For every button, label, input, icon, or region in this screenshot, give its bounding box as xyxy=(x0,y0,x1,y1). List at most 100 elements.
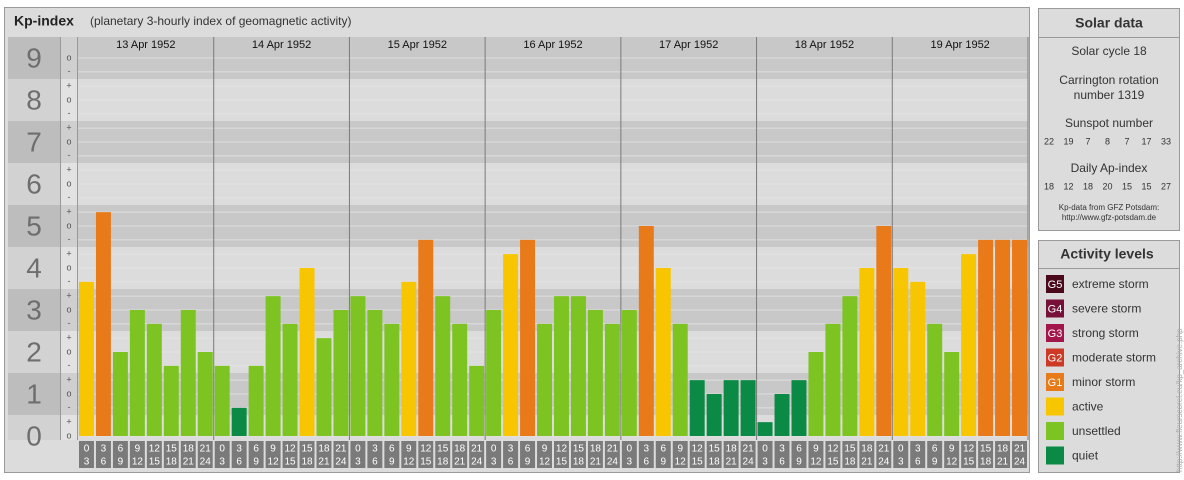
hour-label: 3 xyxy=(508,444,514,455)
bar xyxy=(638,226,654,436)
minor-tick-label: + xyxy=(66,81,71,91)
hour-label: 6 xyxy=(796,444,802,455)
hour-box xyxy=(825,441,841,468)
legend-code: G5 xyxy=(1048,279,1063,291)
solar-title: Solar data xyxy=(1075,15,1143,31)
tick-band xyxy=(60,121,78,163)
day-label: 19 Apr 1952 xyxy=(930,39,989,51)
hour-label: 3 xyxy=(779,444,785,455)
hour-label: 12 xyxy=(132,457,144,468)
bar xyxy=(299,268,315,436)
hour-box xyxy=(316,441,332,468)
hour-box xyxy=(570,441,586,468)
bar xyxy=(401,281,417,436)
hour-box xyxy=(350,441,366,468)
hour-box xyxy=(587,441,603,468)
hour-label: 6 xyxy=(389,444,395,455)
legend-swatch xyxy=(1046,299,1064,318)
hour-label: 3 xyxy=(898,457,904,468)
hour-label: 21 xyxy=(200,444,212,455)
hour-label: 21 xyxy=(997,457,1009,468)
hour-box xyxy=(435,441,451,468)
bar xyxy=(944,352,960,436)
hour-label: 15 xyxy=(709,444,721,455)
bar xyxy=(248,365,264,436)
ap-value: 20 xyxy=(1102,181,1112,191)
hour-box xyxy=(265,441,281,468)
bar xyxy=(316,338,332,436)
minor-tick-label: + xyxy=(66,249,71,259)
minor-tick-label: - xyxy=(68,66,71,76)
bar xyxy=(808,352,824,436)
bar xyxy=(95,212,111,436)
bar xyxy=(757,422,773,436)
hour-label: 15 xyxy=(827,457,839,468)
hour-label: 12 xyxy=(963,444,975,455)
hour-label: 12 xyxy=(403,457,415,468)
bar xyxy=(723,380,739,436)
hour-box xyxy=(537,441,552,468)
tick-band xyxy=(60,205,78,247)
tick-band xyxy=(60,415,78,440)
hour-label: 3 xyxy=(219,457,225,468)
hour-box xyxy=(740,441,756,468)
hour-box xyxy=(672,441,688,468)
hour-label: 12 xyxy=(149,444,161,455)
bar xyxy=(418,239,434,436)
hour-box xyxy=(384,441,400,468)
minor-tick-label: o xyxy=(66,388,71,398)
activity-title: Activity levels xyxy=(1060,246,1154,262)
hour-box xyxy=(401,441,417,468)
chart-subtitle: (planetary 3-hourly index of geomagnetic… xyxy=(90,14,351,28)
hour-box xyxy=(621,441,637,468)
hour-box xyxy=(163,441,179,468)
y-tick-label: 5 xyxy=(26,210,42,241)
hour-box xyxy=(129,441,145,468)
hour-label: 9 xyxy=(270,444,276,455)
hour-label: 18 xyxy=(573,457,585,468)
tick-band xyxy=(60,37,78,79)
legend-swatch xyxy=(1046,348,1064,367)
hour-box xyxy=(112,441,128,468)
hour-label: 18 xyxy=(166,457,178,468)
minor-tick-label: - xyxy=(68,402,71,412)
legend-label: minor storm xyxy=(1072,375,1135,389)
hour-label: 12 xyxy=(810,457,822,468)
day-label: 14 Apr 1952 xyxy=(252,39,311,51)
digit-band xyxy=(8,331,60,373)
rotation: Carrington rotation xyxy=(1059,73,1158,87)
bar xyxy=(706,394,722,436)
hour-box xyxy=(95,441,111,468)
hour-label: 18 xyxy=(861,444,873,455)
hour-label: 3 xyxy=(915,444,921,455)
tick-band xyxy=(60,247,78,289)
hour-box xyxy=(876,441,892,468)
hour-label: 0 xyxy=(84,444,90,455)
hour-box xyxy=(503,441,519,468)
hour-box xyxy=(231,441,247,468)
bar xyxy=(621,310,637,436)
hour-label: 9 xyxy=(135,444,141,455)
hour-label: 9 xyxy=(677,444,683,455)
bar xyxy=(774,394,790,436)
hour-label: 24 xyxy=(200,457,212,468)
hour-label: 12 xyxy=(946,457,958,468)
hour-label: 0 xyxy=(898,444,904,455)
y-tick-label: 9 xyxy=(26,42,42,73)
hour-label: 18 xyxy=(301,457,313,468)
digit-band xyxy=(8,205,60,247)
hour-box xyxy=(723,441,739,468)
hour-label: 9 xyxy=(406,444,412,455)
bar xyxy=(129,310,145,436)
hour-label: 15 xyxy=(692,457,704,468)
hour-box xyxy=(757,441,773,468)
tick-band xyxy=(60,289,78,331)
hour-box xyxy=(842,441,858,468)
y-tick-label: 7 xyxy=(26,126,42,157)
hour-label: 0 xyxy=(355,444,361,455)
hour-label: 3 xyxy=(84,457,90,468)
hour-label: 24 xyxy=(471,457,483,468)
legend-swatch xyxy=(1046,422,1064,440)
legend-swatch xyxy=(1046,373,1064,391)
hour-box xyxy=(146,441,162,468)
